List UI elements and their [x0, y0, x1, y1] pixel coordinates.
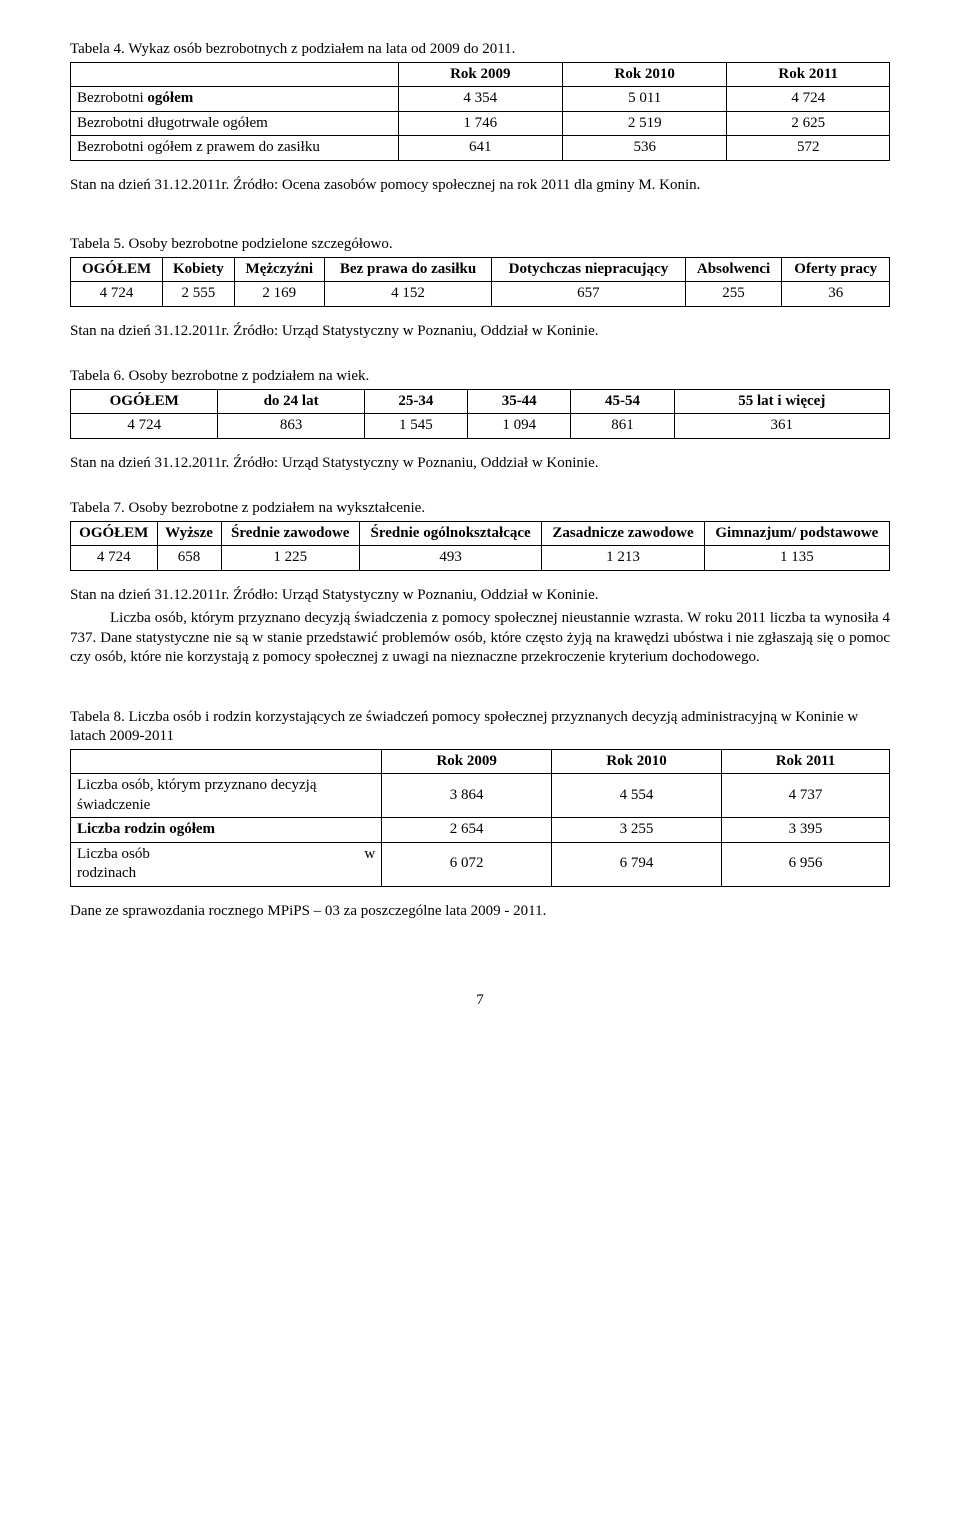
- page-number: 7: [70, 991, 890, 1011]
- table5-source: Stan na dzień 31.12.2011r. Źródło: Urząd…: [70, 322, 890, 342]
- t5-h2: Mężczyźni: [234, 257, 324, 282]
- t8-r0-label: Liczba osób, którym przyznano decyzją św…: [71, 774, 382, 818]
- t8-h0: [71, 749, 382, 774]
- t5-c5: 255: [685, 282, 782, 307]
- table4-r1-c1: 2 519: [563, 111, 727, 136]
- t5-c6: 36: [782, 282, 890, 307]
- table4-r0-c2: 4 724: [727, 87, 890, 112]
- table4-r0-c0: 4 354: [398, 87, 562, 112]
- t6-h3: 35-44: [468, 389, 571, 414]
- table4-r2-c1: 536: [563, 136, 727, 161]
- t5-h5: Absolwenci: [685, 257, 782, 282]
- table5-caption: Tabela 5. Osoby bezrobotne podzielone sz…: [70, 235, 890, 255]
- table4-h3: Rok 2011: [727, 62, 890, 87]
- t7-h2: Średnie zawodowe: [221, 521, 359, 546]
- table4-r2-label: Bezrobotni ogółem z prawem do zasiłku: [71, 136, 399, 161]
- t8-r0-c1: 4 554: [552, 774, 722, 818]
- t6-c3: 1 094: [468, 414, 571, 439]
- table4-h2: Rok 2010: [563, 62, 727, 87]
- t8-r2-label: Liczba osóbw rodzinach: [71, 842, 382, 886]
- t5-c3: 4 152: [324, 282, 491, 307]
- t7-h5: Gimnazjum/ podstawowe: [704, 521, 889, 546]
- table4-r1-c2: 2 625: [727, 111, 890, 136]
- table6-caption: Tabela 6. Osoby bezrobotne z podziałem n…: [70, 367, 890, 387]
- table8-caption: Tabela 8. Liczba osób i rodzin korzystaj…: [70, 708, 890, 747]
- table4-r1-label: Bezrobotni długotrwale ogółem: [71, 111, 399, 136]
- paragraph-1: Liczba osób, którym przyznano decyzją św…: [70, 609, 890, 668]
- t8-r2-c1: 6 794: [552, 842, 722, 886]
- t8-r1-c0: 2 654: [382, 818, 552, 843]
- t6-h2: 25-34: [364, 389, 467, 414]
- t8-r0-c0: 3 864: [382, 774, 552, 818]
- t5-c1: 2 555: [163, 282, 235, 307]
- table4-r2-c2: 572: [727, 136, 890, 161]
- t6-c2: 1 545: [364, 414, 467, 439]
- t5-h4: Dotychczas niepracujący: [492, 257, 685, 282]
- t6-h0: OGÓŁEM: [71, 389, 218, 414]
- table7-source: Stan na dzień 31.12.2011r. Źródło: Urząd…: [70, 586, 890, 606]
- table4-r0-c1: 5 011: [563, 87, 727, 112]
- t6-c0: 4 724: [71, 414, 218, 439]
- t7-c0: 4 724: [71, 546, 158, 571]
- t8-r2-c2: 6 956: [722, 842, 890, 886]
- t6-c5: 361: [674, 414, 889, 439]
- t7-h3: Średnie ogólnokształcące: [359, 521, 541, 546]
- table8: Rok 2009 Rok 2010 Rok 2011 Liczba osób, …: [70, 749, 890, 887]
- t8-r2-c0: 6 072: [382, 842, 552, 886]
- t8-h3: Rok 2011: [722, 749, 890, 774]
- t7-h4: Zasadnicze zawodowe: [542, 521, 704, 546]
- t8-r1-c2: 3 395: [722, 818, 890, 843]
- table8-source: Dane ze sprawozdania rocznego MPiPS – 03…: [70, 902, 890, 922]
- t6-c4: 861: [571, 414, 674, 439]
- t7-h0: OGÓŁEM: [71, 521, 158, 546]
- table4-h0: [71, 62, 399, 87]
- t5-c2: 2 169: [234, 282, 324, 307]
- table7-caption: Tabela 7. Osoby bezrobotne z podziałem n…: [70, 499, 890, 519]
- table4-r0-label: Bezrobotni ogółem: [71, 87, 399, 112]
- t6-h4: 45-54: [571, 389, 674, 414]
- t8-r0-c2: 4 737: [722, 774, 890, 818]
- table4-r1-c0: 1 746: [398, 111, 562, 136]
- table4-r2-c0: 641: [398, 136, 562, 161]
- t8-r1-c1: 3 255: [552, 818, 722, 843]
- t5-h0: OGÓŁEM: [71, 257, 163, 282]
- t6-c1: 863: [218, 414, 364, 439]
- table6-source: Stan na dzień 31.12.2011r. Źródło: Urząd…: [70, 454, 890, 474]
- t7-c2: 1 225: [221, 546, 359, 571]
- t5-h3: Bez prawa do zasiłku: [324, 257, 491, 282]
- t7-c1: 658: [157, 546, 221, 571]
- table4-source: Stan na dzień 31.12.2011r. Źródło: Ocena…: [70, 176, 890, 196]
- t7-h1: Wyższe: [157, 521, 221, 546]
- t7-c3: 493: [359, 546, 541, 571]
- t8-h1: Rok 2009: [382, 749, 552, 774]
- t5-h6: Oferty pracy: [782, 257, 890, 282]
- t8-r1-label: Liczba rodzin ogółem: [71, 818, 382, 843]
- t5-h1: Kobiety: [163, 257, 235, 282]
- t6-h1: do 24 lat: [218, 389, 364, 414]
- t6-h5: 55 lat i więcej: [674, 389, 889, 414]
- table4-caption: Tabela 4. Wykaz osób bezrobotnych z podz…: [70, 40, 890, 60]
- table4: Rok 2009 Rok 2010 Rok 2011 Bezrobotni og…: [70, 62, 890, 161]
- t7-c5: 1 135: [704, 546, 889, 571]
- table6: OGÓŁEM do 24 lat 25-34 35-44 45-54 55 la…: [70, 389, 890, 439]
- table4-h1: Rok 2009: [398, 62, 562, 87]
- t5-c4: 657: [492, 282, 685, 307]
- t7-c4: 1 213: [542, 546, 704, 571]
- t5-c0: 4 724: [71, 282, 163, 307]
- t8-h2: Rok 2010: [552, 749, 722, 774]
- table5: OGÓŁEM Kobiety Mężczyźni Bez prawa do za…: [70, 257, 890, 307]
- table7: OGÓŁEM Wyższe Średnie zawodowe Średnie o…: [70, 521, 890, 571]
